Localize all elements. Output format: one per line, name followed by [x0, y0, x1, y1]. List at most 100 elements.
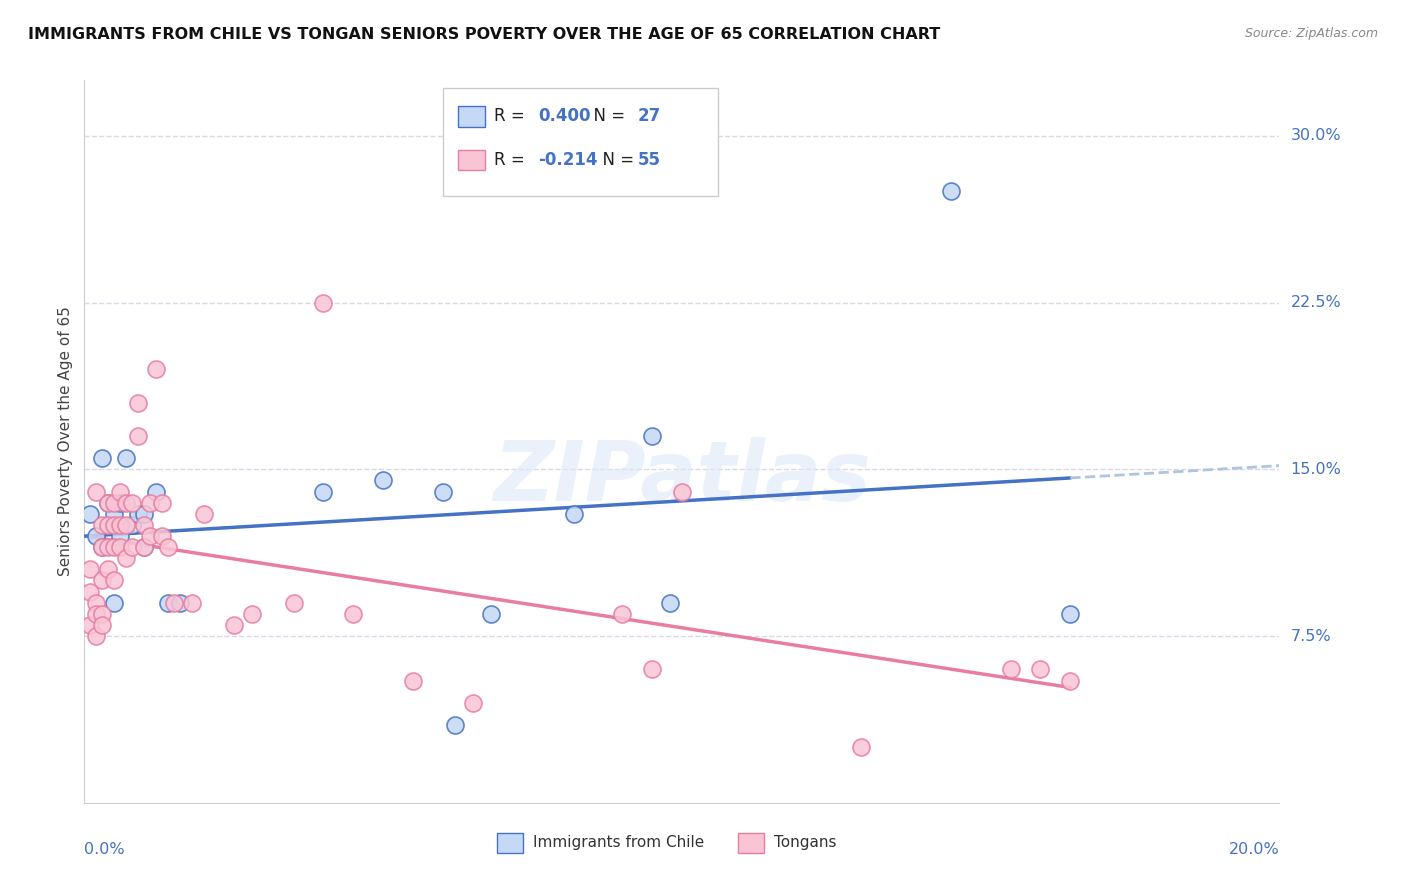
Text: N =: N = [592, 151, 640, 169]
Point [91, 517, 114, 532]
Point [139, 529, 162, 543]
Point [103, 540, 125, 554]
Point [121, 540, 143, 554]
Point [157, 540, 180, 554]
Point [139, 496, 162, 510]
Point [851, 740, 873, 755]
Point [79, 507, 101, 521]
FancyBboxPatch shape [458, 150, 485, 169]
Point [222, 618, 245, 632]
Point [132, 540, 156, 554]
Point [110, 529, 132, 543]
Point [91, 574, 114, 588]
Point [1059, 607, 1081, 621]
Y-axis label: Seniors Poverty Over the Age of 65: Seniors Poverty Over the Age of 65 [58, 307, 73, 576]
Text: 22.5%: 22.5% [1291, 295, 1341, 310]
Point [86, 484, 108, 499]
Text: Immigrants from Chile: Immigrants from Chile [533, 835, 704, 850]
Text: R =: R = [495, 107, 530, 126]
FancyBboxPatch shape [443, 87, 718, 196]
Point [103, 596, 125, 610]
Point [132, 517, 156, 532]
Point [659, 596, 682, 610]
Point [145, 362, 167, 376]
Text: 30.0%: 30.0% [1291, 128, 1341, 144]
Point [145, 484, 167, 499]
Point [86, 529, 108, 543]
Point [939, 185, 962, 199]
Text: IMMIGRANTS FROM CHILE VS TONGAN SENIORS POVERTY OVER THE AGE OF 65 CORRELATION C: IMMIGRANTS FROM CHILE VS TONGAN SENIORS … [28, 27, 941, 42]
Point [163, 596, 186, 610]
Point [432, 484, 454, 499]
Point [127, 395, 149, 409]
Point [612, 607, 634, 621]
Point [157, 596, 180, 610]
Point [1059, 673, 1081, 688]
Point [127, 507, 149, 521]
Point [564, 507, 586, 521]
Point [97, 517, 120, 532]
Point [121, 496, 143, 510]
Text: 0.400: 0.400 [538, 107, 591, 126]
Point [312, 484, 335, 499]
Point [86, 629, 108, 643]
Point [169, 596, 191, 610]
Point [115, 451, 138, 466]
Point [79, 618, 101, 632]
Text: 15.0%: 15.0% [1291, 462, 1341, 477]
Point [103, 574, 125, 588]
Point [110, 496, 132, 510]
Point [402, 673, 425, 688]
Point [312, 295, 335, 310]
Point [91, 540, 114, 554]
Point [86, 596, 108, 610]
Point [283, 596, 305, 610]
Text: 20.0%: 20.0% [1229, 842, 1279, 856]
Text: 55: 55 [638, 151, 661, 169]
Point [150, 496, 173, 510]
Text: 7.5%: 7.5% [1291, 629, 1331, 643]
Point [115, 517, 138, 532]
Point [97, 496, 120, 510]
FancyBboxPatch shape [496, 833, 523, 854]
Point [91, 540, 114, 554]
Point [97, 540, 120, 554]
Point [115, 496, 138, 510]
Text: ZIPatlas: ZIPatlas [494, 437, 870, 518]
Point [461, 696, 484, 710]
Point [132, 507, 156, 521]
Point [181, 596, 204, 610]
Point [86, 607, 108, 621]
FancyBboxPatch shape [738, 833, 765, 854]
Text: Source: ZipAtlas.com: Source: ZipAtlas.com [1244, 27, 1378, 40]
Text: -0.214: -0.214 [538, 151, 598, 169]
Point [110, 540, 132, 554]
Point [91, 451, 114, 466]
Text: 27: 27 [638, 107, 661, 126]
Point [193, 507, 215, 521]
Point [103, 517, 125, 532]
Point [641, 662, 664, 676]
Point [97, 496, 120, 510]
Text: 0.0%: 0.0% [84, 842, 125, 856]
Point [132, 540, 156, 554]
FancyBboxPatch shape [458, 106, 485, 127]
Point [103, 496, 125, 510]
Point [121, 517, 143, 532]
Text: Tongans: Tongans [773, 835, 837, 850]
Point [110, 484, 132, 499]
Point [641, 429, 664, 443]
Point [671, 484, 693, 499]
Point [373, 474, 395, 488]
Point [479, 607, 502, 621]
Point [127, 429, 149, 443]
Point [115, 551, 138, 566]
Point [444, 718, 467, 732]
Point [91, 618, 114, 632]
Point [342, 607, 364, 621]
Point [1029, 662, 1052, 676]
Text: N =: N = [582, 107, 630, 126]
Point [1000, 662, 1022, 676]
Point [150, 529, 173, 543]
Point [79, 562, 101, 576]
